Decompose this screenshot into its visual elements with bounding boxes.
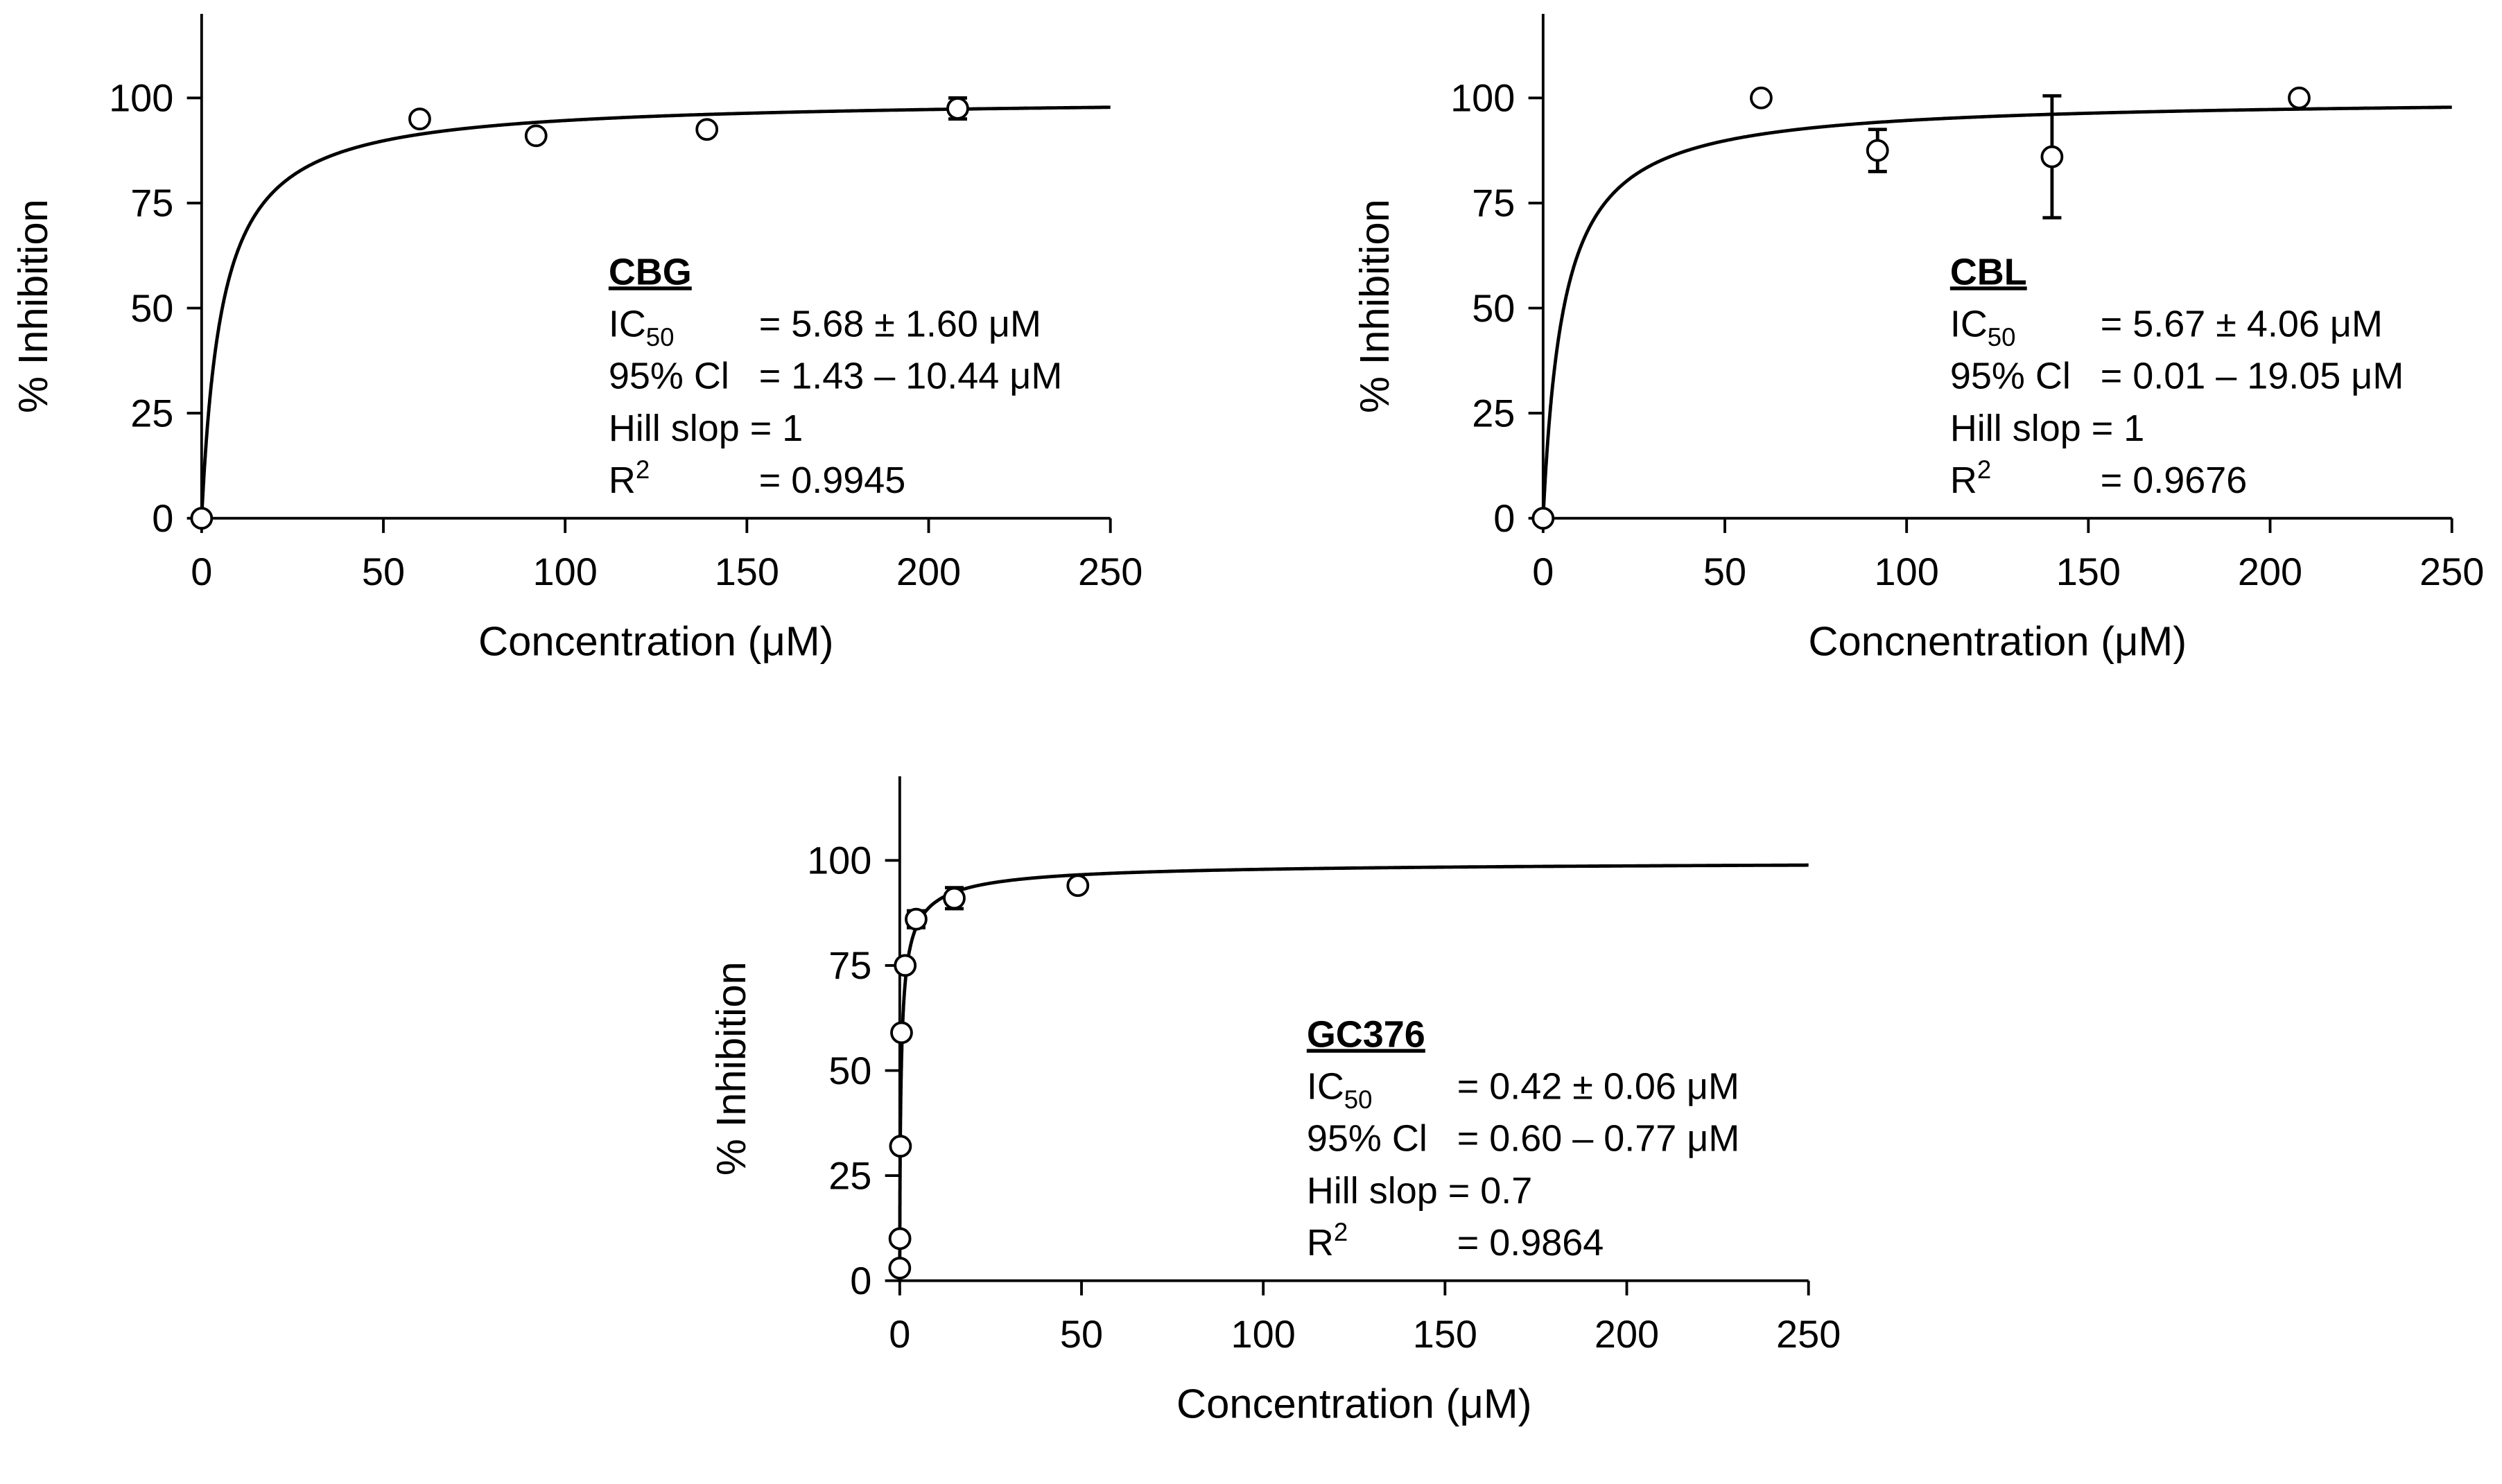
data-point — [2040, 145, 2064, 168]
x-tick-label: 100 — [1231, 1312, 1296, 1356]
ic50-value: = 5.67 ± 4.06 μM — [2101, 304, 2383, 345]
x-axis-title: Concentration (μM) — [1176, 1380, 1532, 1426]
ic50-label: IC50 — [1307, 1066, 1373, 1114]
chart-cbg: 0 25 50 75 100 0 50 100 150 200 250 Concentration (… — [10, 14, 1143, 664]
x-tick-label: 200 — [2238, 550, 2302, 593]
data-point — [888, 1257, 912, 1280]
fit-curve — [1541, 105, 2452, 518]
ic50-label: IC50 — [1950, 304, 2016, 351]
hill-slope-text: Hill slop = 1 — [609, 408, 803, 449]
y-tick-label: 100 — [109, 76, 173, 120]
compound-label: CBG — [609, 251, 692, 293]
x-tick-label: 100 — [1875, 550, 1939, 593]
ci-value: = 0.60 – 0.77 μM — [1457, 1118, 1740, 1160]
hill-slope-text: Hill slop = 0.7 — [1307, 1170, 1532, 1212]
y-tick-label: 100 — [807, 839, 871, 882]
x-tick-label: 50 — [362, 550, 405, 593]
data-point — [1531, 507, 1555, 530]
x-tick-label: 0 — [889, 1312, 910, 1356]
r2-value: = 0.9676 — [2101, 460, 2248, 501]
data-point — [408, 107, 431, 130]
y-tick-label: 0 — [1493, 496, 1515, 540]
data-point — [1750, 86, 1773, 110]
data-point — [190, 507, 214, 530]
x-tick-label: 250 — [1776, 1312, 1841, 1356]
r2-label: R2 — [1950, 455, 1991, 501]
x-tick-label: 50 — [1060, 1312, 1103, 1356]
ic50-subscript: 50 — [1988, 323, 2016, 351]
data-point — [1066, 874, 1090, 898]
data-point — [2288, 86, 2311, 110]
x-tick-label: 100 — [533, 550, 598, 593]
ci-label: 95% Cl — [1950, 356, 2071, 397]
y-tick-label: 75 — [1472, 181, 1515, 225]
y-tick-label: 50 — [1472, 286, 1515, 330]
x-axis-title: Concnentration (μM) — [1808, 618, 2187, 664]
ic50-subscript: 50 — [1344, 1085, 1373, 1114]
y-tick-label: 0 — [850, 1259, 871, 1302]
data-point — [890, 1021, 913, 1045]
ci-label: 95% Cl — [609, 356, 729, 397]
x-tick-label: 150 — [1413, 1312, 1477, 1356]
x-tick-label: 0 — [1532, 550, 1554, 593]
data-point — [905, 907, 928, 931]
x-axis-title: Concentration (μM) — [478, 618, 834, 664]
y-tick-label: 25 — [828, 1153, 871, 1197]
x-tick-label: 50 — [1703, 550, 1746, 593]
x-tick-label: 0 — [191, 550, 212, 593]
chart-gc376: 0 25 50 75 100 0 50 100 150 200 250 Concentration (… — [708, 776, 1841, 1426]
data-point — [524, 124, 548, 148]
y-tick-label: 75 — [130, 181, 173, 225]
fit-curve — [200, 105, 1111, 518]
y-tick-label: 25 — [1472, 391, 1515, 435]
data-point — [943, 887, 966, 910]
x-tick-label: 200 — [896, 550, 961, 593]
y-tick-label: 50 — [828, 1049, 871, 1092]
r2-label: R2 — [609, 455, 650, 501]
data-point — [695, 118, 719, 141]
data-point — [946, 97, 969, 120]
y-tick-label: 0 — [152, 496, 173, 540]
chart-cbl: 0 25 50 75 100 0 50 100 150 200 250 Concnentration … — [1351, 14, 2484, 664]
y-tick-label: 100 — [1450, 76, 1515, 120]
ic50-value: = 0.42 ± 0.06 μM — [1457, 1066, 1739, 1108]
r2-value: = 0.9864 — [1457, 1222, 1604, 1264]
x-tick-label: 250 — [1078, 550, 1143, 593]
data-point — [889, 1135, 912, 1158]
hill-slope-text: Hill slop = 1 — [1950, 408, 2144, 449]
y-tick-label: 75 — [828, 943, 871, 987]
x-tick-label: 150 — [715, 550, 779, 593]
r2-superscript: 2 — [1977, 455, 1991, 484]
ic50-value: = 5.68 ± 1.60 μM — [759, 304, 1041, 345]
ci-value: = 1.43 – 10.44 μM — [759, 356, 1063, 397]
y-axis-title: % Inhibition — [10, 199, 56, 413]
r2-superscript: 2 — [1334, 1218, 1348, 1246]
ci-label: 95% Cl — [1307, 1118, 1427, 1160]
data-point — [1866, 139, 1889, 162]
y-tick-label: 50 — [130, 286, 173, 330]
y-axis-title: % Inhibition — [708, 961, 754, 1176]
x-tick-label: 150 — [2056, 550, 2121, 593]
r2-value: = 0.9945 — [759, 460, 906, 501]
r2-superscript: 2 — [636, 455, 650, 484]
y-tick-label: 25 — [130, 391, 173, 435]
ic50-label: IC50 — [609, 304, 675, 351]
compound-label: GC376 — [1307, 1013, 1425, 1055]
r2-label: R2 — [1307, 1218, 1348, 1264]
ci-value: = 0.01 – 19.05 μM — [2101, 356, 2404, 397]
y-axis-title: % Inhibition — [1351, 199, 1398, 413]
x-tick-label: 200 — [1595, 1312, 1659, 1356]
x-tick-label: 250 — [2420, 550, 2484, 593]
data-point — [894, 954, 917, 977]
compound-label: CBL — [1950, 251, 2027, 293]
ic50-subscript: 50 — [646, 323, 675, 351]
data-point — [888, 1227, 912, 1250]
